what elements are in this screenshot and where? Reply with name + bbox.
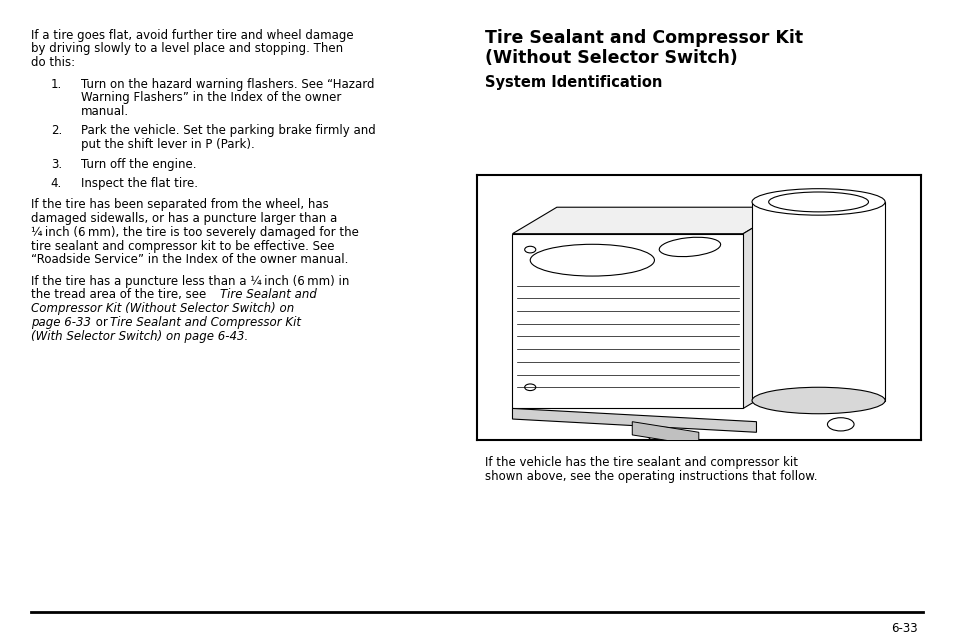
Text: (Without Selector Switch): (Without Selector Switch): [484, 49, 737, 67]
Ellipse shape: [751, 189, 884, 215]
Text: (With Selector Switch) on page 6‑43.: (With Selector Switch) on page 6‑43.: [31, 329, 249, 343]
Text: Park the vehicle. Set the parking brake firmly and: Park the vehicle. Set the parking brake …: [81, 124, 375, 137]
Text: If a tire goes flat, avoid further tire and wheel damage: If a tire goes flat, avoid further tire …: [31, 29, 354, 41]
Text: Tire Sealant and Compressor Kit: Tire Sealant and Compressor Kit: [484, 29, 801, 47]
Text: Inspect the flat tire.: Inspect the flat tire.: [81, 177, 198, 190]
Text: If the tire has a puncture less than a ¼ inch (6 mm) in: If the tire has a puncture less than a ¼…: [31, 274, 350, 288]
Text: 3.: 3.: [51, 158, 62, 170]
Text: Turn off the engine.: Turn off the engine.: [81, 158, 196, 170]
Text: ¼ inch (6 mm), the tire is too severely damaged for the: ¼ inch (6 mm), the tire is too severely …: [31, 226, 359, 239]
Text: Compressor Kit (Without Selector Switch) on: Compressor Kit (Without Selector Switch)…: [31, 302, 294, 315]
Text: 6-33: 6-33: [890, 622, 917, 635]
Text: the tread area of the tire, see: the tread area of the tire, see: [31, 288, 211, 301]
Text: Tire Sealant and Compressor Kit: Tire Sealant and Compressor Kit: [110, 316, 300, 329]
Polygon shape: [512, 408, 756, 433]
Polygon shape: [512, 207, 787, 234]
Text: 1.: 1.: [51, 77, 62, 91]
Text: If the vehicle has the tire sealant and compressor kit: If the vehicle has the tire sealant and …: [484, 456, 797, 469]
Text: “Roadside Service” in the Index of the owner manual.: “Roadside Service” in the Index of the o…: [31, 253, 349, 266]
Text: System Identification: System Identification: [484, 75, 661, 90]
Text: tire sealant and compressor kit to be effective. See: tire sealant and compressor kit to be ef…: [31, 239, 335, 253]
Text: put the shift lever in P (Park).: put the shift lever in P (Park).: [81, 138, 254, 151]
Polygon shape: [632, 422, 698, 445]
Polygon shape: [751, 202, 884, 401]
Text: Warning Flashers” in the Index of the owner: Warning Flashers” in the Index of the ow…: [81, 91, 341, 104]
Text: 4.: 4.: [51, 177, 62, 190]
Text: Turn on the hazard warning flashers. See “Hazard: Turn on the hazard warning flashers. See…: [81, 77, 375, 91]
Text: shown above, see the operating instructions that follow.: shown above, see the operating instructi…: [484, 470, 817, 483]
Ellipse shape: [751, 387, 884, 414]
Text: by driving slowly to a level place and stopping. Then: by driving slowly to a level place and s…: [31, 43, 343, 56]
Text: or: or: [91, 316, 112, 329]
Text: damaged sidewalls, or has a puncture larger than a: damaged sidewalls, or has a puncture lar…: [31, 212, 337, 225]
Polygon shape: [512, 234, 742, 408]
Text: 2.: 2.: [51, 124, 62, 137]
Text: do this:: do this:: [31, 56, 75, 69]
Text: manual.: manual.: [81, 105, 129, 118]
Text: page 6‑33: page 6‑33: [31, 316, 91, 329]
Text: Tire Sealant and: Tire Sealant and: [220, 288, 317, 301]
Polygon shape: [742, 207, 787, 408]
Text: If the tire has been separated from the wheel, has: If the tire has been separated from the …: [31, 198, 329, 211]
